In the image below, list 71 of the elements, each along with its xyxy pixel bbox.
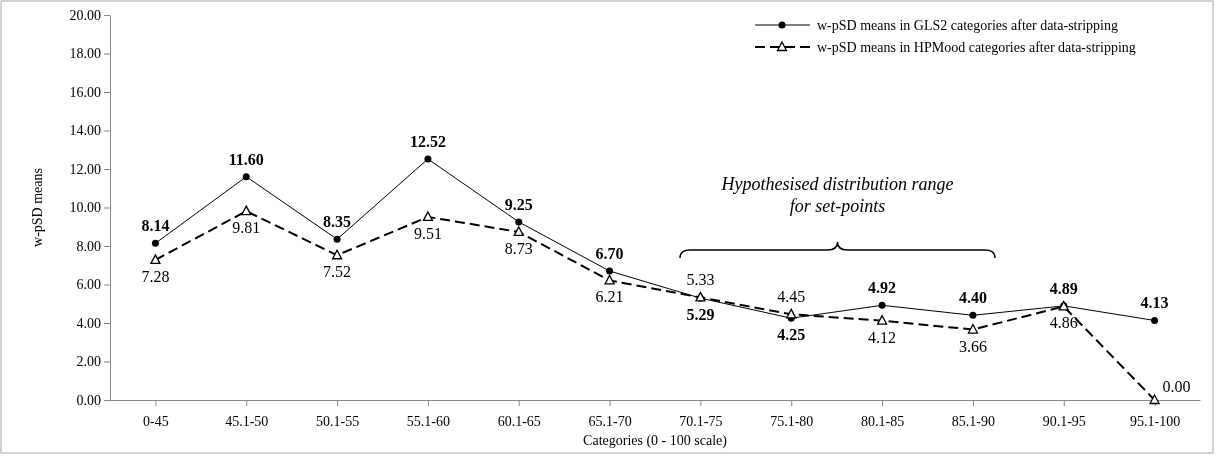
- y-tick-label: 6.00: [76, 277, 101, 293]
- x-tick-label: 0-45: [143, 413, 169, 429]
- data-label: 4.86: [1049, 314, 1078, 332]
- point: [513, 226, 524, 237]
- point: [422, 211, 434, 222]
- x-tick-label: 80.1-85: [861, 413, 905, 429]
- x-tick-label: 70.1-75: [679, 413, 723, 429]
- y-axis-title: w-pSD means: [30, 168, 45, 247]
- point: [242, 173, 250, 181]
- point: [333, 235, 341, 243]
- data-label: 8.35: [323, 213, 352, 231]
- point: [606, 267, 614, 275]
- x-tick-label: 55.1-60: [406, 413, 450, 429]
- x-tick-label: 65.1-70: [588, 413, 632, 429]
- data-label: 6.21: [595, 288, 624, 306]
- point: [241, 205, 252, 216]
- y-tick-label: 18.00: [69, 46, 101, 62]
- point: [967, 323, 979, 334]
- point: [878, 301, 886, 309]
- data-label: 11.60: [228, 150, 264, 168]
- data-label: 9.25: [504, 195, 533, 213]
- point: [604, 274, 615, 285]
- data-label: 12.52: [409, 132, 446, 150]
- x-axis-title: Categories (0 - 100 scale): [583, 433, 728, 449]
- data-label: 4.92: [868, 279, 897, 297]
- point: [876, 315, 888, 325]
- data-label: 8.73: [504, 239, 533, 257]
- point: [1151, 317, 1159, 324]
- data-label: 4.45: [777, 288, 806, 306]
- x-tick-label: 85.1-90: [951, 413, 995, 429]
- data-label: 6.70: [595, 245, 624, 263]
- data-label: 4.40: [958, 289, 987, 307]
- y-tick-label: 2.00: [76, 354, 101, 370]
- annotation: Hypothesised distribution range for set-points: [720, 174, 954, 216]
- x-tick-label: 90.1-95: [1042, 413, 1086, 429]
- y-tick-label: 0.00: [76, 392, 101, 408]
- point: [515, 218, 523, 226]
- data-label: 7.52: [323, 263, 352, 281]
- data-label: 3.66: [958, 337, 987, 355]
- y-tick-label: 16.00: [69, 84, 101, 100]
- y-tick-label: 10.00: [69, 200, 101, 216]
- point: [969, 311, 977, 319]
- data-label: 9.81: [232, 219, 261, 237]
- y-tick-label: 12.00: [69, 161, 101, 177]
- data-label: 5.33: [686, 271, 715, 289]
- data-label: 4.25: [777, 326, 806, 344]
- y-tick-label: 20.00: [69, 7, 101, 23]
- y-tick-label: 4.00: [76, 315, 101, 331]
- data-label: 7.28: [141, 267, 170, 285]
- data-label: 9.51: [413, 224, 442, 242]
- x-tick-label: 50.1-55: [316, 413, 360, 429]
- x-tick-label: 60.1-65: [497, 413, 541, 429]
- x-tick-label: 95.1-100: [1130, 413, 1181, 429]
- data-label: 4.89: [1049, 279, 1078, 297]
- legend-label: w-pSD means in HPMood categories after data-stripping: [817, 40, 1136, 55]
- data-label: 5.29: [686, 306, 715, 324]
- data-label: 8.14: [141, 217, 170, 235]
- data-label: 4.12: [868, 328, 897, 346]
- point: [331, 249, 343, 260]
- data-label: 4.13: [1140, 294, 1169, 312]
- legend-label: w-pSD means in GLS2 categories after data-stripping: [817, 18, 1118, 33]
- point: [151, 239, 159, 247]
- point: [786, 308, 797, 319]
- y-tick-label: 8.00: [76, 238, 101, 254]
- point: [424, 155, 432, 163]
- point: [1149, 394, 1160, 405]
- point: [150, 254, 161, 265]
- x-tick-label: 75.1-80: [770, 413, 814, 429]
- x-tick-label: 45.1-50: [225, 413, 269, 429]
- data-label: 0.00: [1162, 378, 1191, 395]
- y-tick-label: 14.00: [69, 123, 101, 139]
